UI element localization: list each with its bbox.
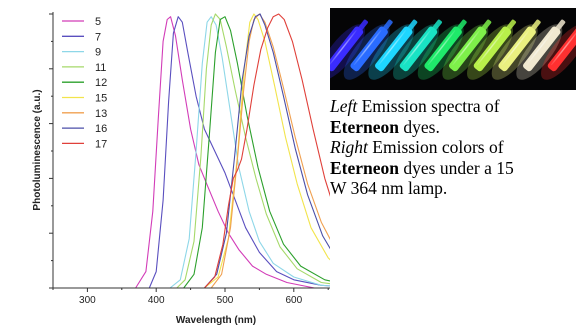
caption-line: Eterneon dyes. (330, 117, 586, 138)
legend-label-13: 13 (95, 108, 107, 120)
series-layer (135, 13, 330, 289)
dye-vial (330, 19, 368, 80)
dye-vial (343, 19, 393, 80)
dye-vial (516, 19, 566, 80)
dye-vial (442, 19, 492, 80)
dye-vial (491, 19, 541, 80)
x-tick-label: 600 (285, 295, 302, 306)
caption-text: W 364 nm lamp. (330, 178, 448, 198)
series-line-13 (210, 13, 330, 289)
legend-label-16: 16 (95, 123, 107, 135)
legend-label-12: 12 (95, 77, 107, 89)
series-line-15 (204, 13, 330, 289)
dye-vial (541, 24, 576, 80)
caption-brand: Eterneon (330, 157, 400, 178)
caption-text: Emission colors of (367, 137, 504, 157)
legend: 5 7 9 11 12 15 13 16 17 (62, 16, 107, 150)
x-tick-label: 400 (148, 295, 165, 306)
series-line-16 (203, 13, 330, 289)
x-axis-title: Wavelength (nm) (176, 315, 256, 326)
caption-text: dyes. (399, 116, 440, 137)
dye-vial (417, 19, 467, 80)
caption-brand: Eterneon (330, 116, 400, 137)
caption-line: W 364 nm lamp. (330, 178, 586, 199)
legend-label-11: 11 (95, 62, 106, 74)
caption-line: Right Emission colors of (330, 137, 586, 158)
series-line-9 (169, 16, 330, 289)
series-line-7 (148, 16, 330, 289)
legend-label-9: 9 (95, 47, 101, 59)
legend-label-17: 17 (95, 138, 107, 150)
figure-caption: Left Emission spectra of Eterneon dyes. … (330, 96, 586, 199)
caption-text: Emission spectra of (357, 96, 500, 116)
series-line-12 (183, 16, 330, 289)
x-tick-label: 500 (217, 295, 234, 306)
series-line-17 (203, 13, 330, 289)
dye-vials-photo (330, 8, 576, 90)
ticks-layer: 300400500600700 (49, 13, 329, 306)
caption-right-label: Right (330, 137, 368, 157)
legend-label-5: 5 (95, 16, 101, 28)
y-axis-title: Photoluminescence (a.u.) (32, 89, 43, 210)
dye-vial (467, 19, 516, 80)
series-line-11 (176, 13, 330, 289)
legend-label-15: 15 (95, 93, 107, 105)
legend-label-7: 7 (95, 31, 101, 43)
dye-vial (368, 19, 418, 80)
x-tick-label: 300 (79, 295, 96, 306)
caption-line: Left Emission spectra of (330, 96, 586, 117)
vials (330, 19, 576, 80)
caption-left-label: Left (330, 96, 358, 116)
caption-line: Eterneon dyes under a 15 (330, 158, 586, 179)
dye-vial (393, 19, 442, 80)
series-line-5 (135, 16, 330, 289)
caption-text: dyes under a 15 (399, 157, 514, 178)
